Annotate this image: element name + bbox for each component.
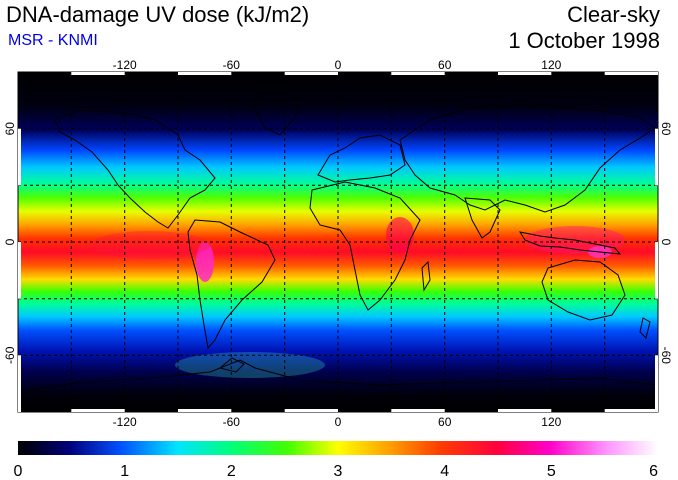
south-america-outline: [187, 219, 276, 350]
colorbar-label-4: 4: [440, 463, 449, 480]
map-title: DNA-damage UV dose (kJ/m2): [6, 2, 310, 27]
map-frame: [17, 71, 659, 413]
lat-label-right-0: 60: [659, 122, 673, 136]
colorbar-label-3: 3: [334, 463, 343, 480]
lon-label-bottom-1: -60: [223, 415, 241, 429]
lon-label-bottom-3: 60: [438, 415, 452, 429]
longitude-labels: -120 -60 0 60 120 -120 -60 0 60 120: [113, 58, 562, 429]
colorbar-labels: 0 1 2 3 4 5 6: [14, 463, 659, 480]
lon-label-top-2: 0: [335, 58, 342, 72]
lon-label-top-1: -60: [223, 58, 241, 72]
antarctic-peninsula-outline: [218, 357, 245, 373]
lat-label-left-2: -60: [3, 346, 17, 364]
lon-label-top-3: 60: [438, 58, 452, 72]
greenland-outline: [254, 89, 301, 136]
colorbar-strip: [18, 441, 658, 455]
lat-label-left-0: 60: [3, 122, 17, 136]
australia-outline: [541, 259, 626, 321]
lon-label-bottom-0: -120: [113, 415, 137, 429]
lat-label-left-1: 0: [3, 238, 17, 245]
indonesia-outline: [518, 231, 622, 255]
lon-label-bottom-4: 120: [541, 415, 561, 429]
east-africa-maximum: [386, 217, 414, 253]
lon-label-top-4: 120: [541, 58, 561, 72]
pacific-band: [90, 231, 210, 259]
colorbar-label-1: 1: [120, 463, 129, 480]
date-label: 1 October 1998: [508, 28, 660, 53]
antarctica-outline: [18, 359, 658, 393]
map-subtitle: MSR - KNMI: [8, 32, 98, 49]
asia-outline: [399, 103, 656, 213]
colorbar-label-5: 5: [547, 463, 556, 480]
graticule: [18, 72, 658, 412]
europe-outline: [317, 134, 406, 183]
india-outline: [464, 197, 501, 239]
lat-label-right-2: -60: [659, 347, 673, 365]
colorbar-label-0: 0: [14, 463, 23, 480]
color-bar: 0 1 2 3 4 5 6: [14, 441, 659, 480]
lon-label-top-0: -120: [113, 58, 137, 72]
north-america-outline: [54, 109, 216, 229]
latitude-labels: 60 0 -60 60 0 -60: [3, 122, 673, 365]
colorbar-label-2: 2: [227, 463, 236, 480]
lon-label-bottom-2: 0: [335, 415, 342, 429]
madagascar-outline: [421, 260, 431, 292]
new-zealand-outline: [639, 317, 651, 339]
product-label: Clear-sky: [567, 2, 660, 27]
andes-maximum: [196, 242, 214, 282]
lat-label-right-1: 0: [659, 239, 673, 246]
colorbar-label-6: 6: [649, 463, 658, 480]
